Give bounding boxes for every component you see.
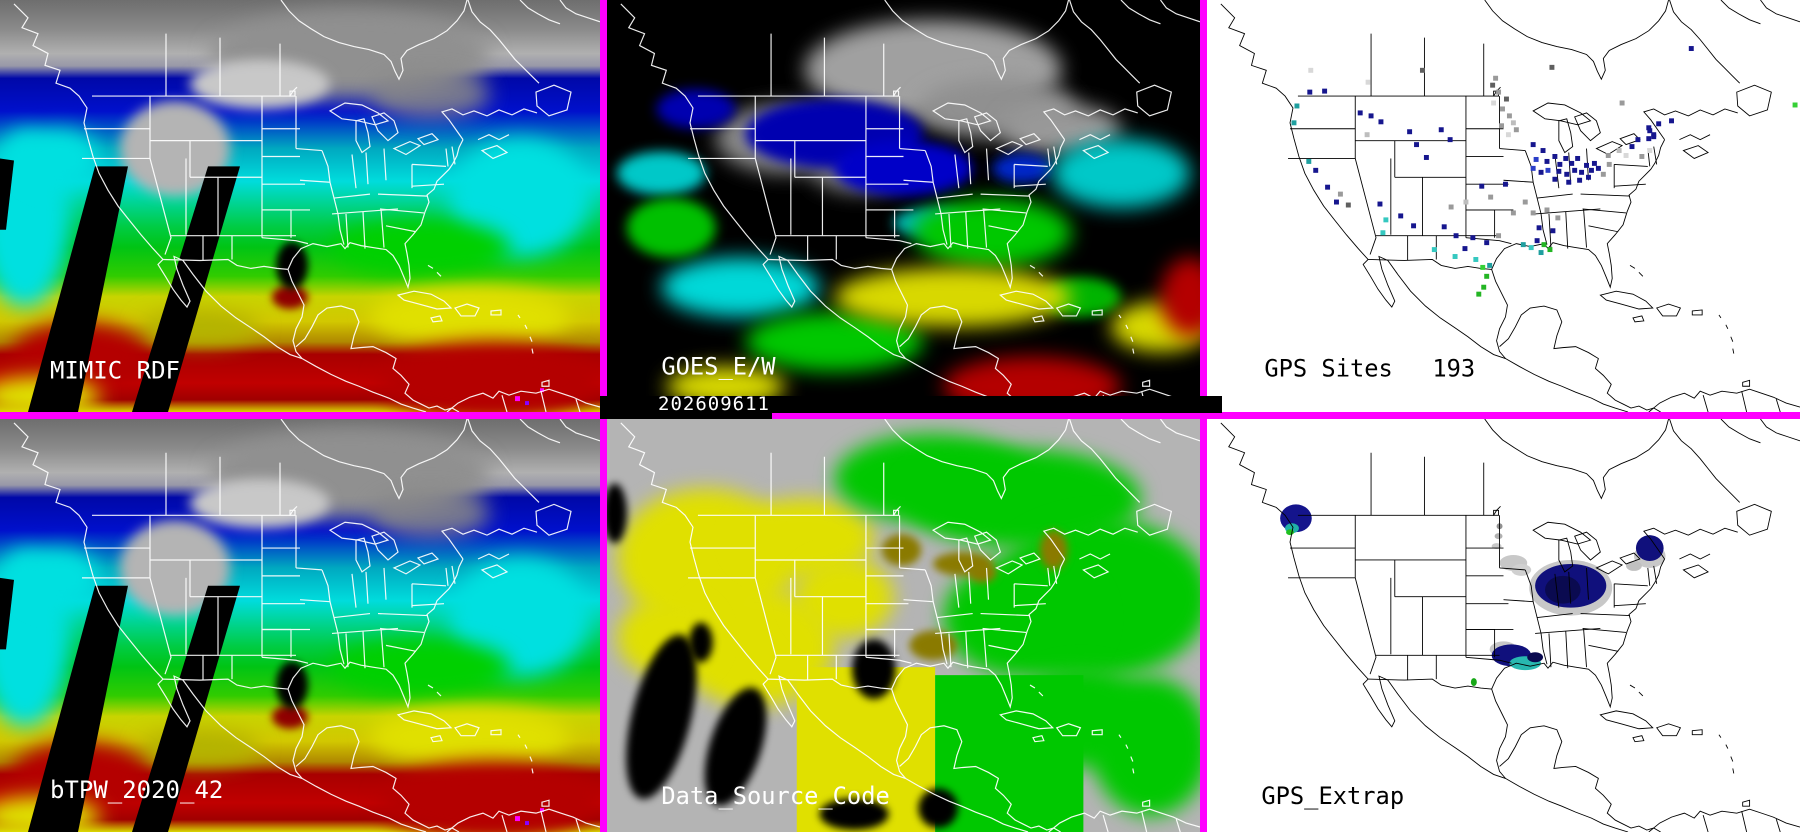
panel-label-gps-extrap: GPS_Extrap bbox=[1261, 782, 1404, 810]
mimic-tpw-map: MIMIC RDF bbox=[0, 0, 600, 412]
gps-sites-markers bbox=[1291, 46, 1798, 297]
panel-btpw: bTPW_2020_42 bbox=[0, 419, 600, 832]
goes-tpw-map: GOES_E/W bbox=[607, 0, 1200, 412]
gps-sites-count: 193 bbox=[1432, 354, 1475, 382]
panel-label-goes: GOES_E/W bbox=[661, 352, 776, 380]
gps-sites-map: GPS Sites 193 bbox=[1207, 0, 1800, 412]
panel-data-source-code: Data_Source_Code bbox=[607, 419, 1200, 832]
panel-mimic-rdf: MIMIC RDF bbox=[0, 0, 600, 412]
btpw-map: bTPW_2020_42 bbox=[0, 419, 600, 832]
panel-gps-extrap: GPS_Extrap bbox=[1207, 419, 1800, 832]
panel-label-data-source: Data_Source_Code bbox=[661, 782, 889, 810]
panel-goes-ew: GOES_E/W bbox=[607, 0, 1200, 412]
panel-label-mimic: MIMIC RDF bbox=[50, 356, 180, 384]
panel-gps-sites: GPS Sites 193 bbox=[1207, 0, 1800, 412]
data-source-map: Data_Source_Code bbox=[607, 419, 1200, 832]
panel-label-btpw: bTPW_2020_42 bbox=[50, 776, 223, 804]
timestamp-bar-tail bbox=[600, 412, 772, 419]
panel-label-gps-sites: GPS Sites bbox=[1264, 354, 1392, 382]
horizontal-divider bbox=[0, 412, 1800, 419]
goes-timestamp: 202609611 bbox=[658, 393, 770, 415]
gps-extrap-map: GPS_Extrap bbox=[1207, 419, 1800, 832]
timestamp-bar: 202609611 bbox=[600, 393, 1222, 415]
